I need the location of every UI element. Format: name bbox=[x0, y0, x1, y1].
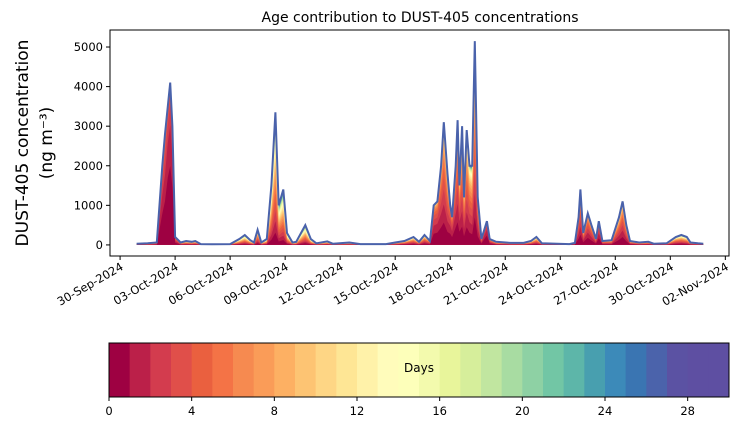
axes-frame bbox=[109, 29, 730, 257]
colorbar-bin-4 bbox=[191, 343, 213, 397]
colorbar-tick-label: 24 bbox=[598, 404, 613, 418]
colorbar-bin-28 bbox=[687, 343, 709, 397]
colorbar-bin-9 bbox=[295, 343, 317, 397]
colorbar-bin-5 bbox=[212, 343, 234, 397]
age-layer-20-21-days bbox=[136, 48, 704, 245]
colorbar-tick-label: 28 bbox=[680, 404, 695, 418]
colorbar-bin-18 bbox=[481, 343, 503, 397]
colorbar-bin-21 bbox=[543, 343, 565, 397]
colorbar-bin-14 bbox=[398, 343, 420, 397]
age-layer-24-25-days bbox=[136, 44, 704, 245]
age-layer-21-22-days bbox=[136, 47, 704, 245]
colorbar-bin-29 bbox=[708, 343, 730, 397]
y-axis-label: DUST-405 concentration (ng m⁻³) bbox=[13, 40, 57, 247]
axes-ticks: 01000200030004000500030-Sep-202403-Oct-2… bbox=[55, 40, 731, 309]
colorbar-bin-3 bbox=[171, 343, 193, 397]
age-layer-26-27-days bbox=[136, 42, 704, 245]
colorbar-tick-label: 20 bbox=[515, 404, 530, 418]
colorbar-bin-11 bbox=[336, 343, 358, 397]
colorbar-bin-2 bbox=[150, 343, 172, 397]
y-axis-label-line2: (ng m⁻³) bbox=[37, 107, 57, 180]
y-tick-label: 1000 bbox=[74, 198, 103, 212]
colorbar-bin-27 bbox=[667, 343, 689, 397]
colorbar-bin-8 bbox=[274, 343, 296, 397]
colorbar: 0 4 8 12 16 20 24 28 bbox=[105, 342, 730, 418]
y-axis-label-line1: DUST-405 concentration bbox=[13, 40, 33, 247]
colorbar-bin-7 bbox=[253, 343, 275, 397]
colorbar-tick-label: 0 bbox=[105, 404, 112, 418]
y-tick-label: 0 bbox=[96, 238, 103, 252]
colorbar-bin-19 bbox=[501, 343, 523, 397]
colorbar-bin-25 bbox=[625, 343, 647, 397]
colorbar-bin-26 bbox=[646, 343, 668, 397]
colorbar-bin-17 bbox=[460, 343, 482, 397]
y-tick-label: 3000 bbox=[74, 119, 103, 133]
colorbar-tick-label: 4 bbox=[188, 404, 195, 418]
colorbar-frame bbox=[108, 342, 730, 398]
age-layer-29-30-days bbox=[136, 41, 704, 245]
colorbar-bin-23 bbox=[584, 343, 606, 397]
chart-title: Age contribution to DUST-405 concentrati… bbox=[262, 10, 579, 26]
y-tick-label: 4000 bbox=[74, 80, 103, 94]
colorbar-bin-20 bbox=[522, 343, 544, 397]
colorbar-label: Days bbox=[404, 361, 434, 375]
colorbar-tick-label: 12 bbox=[350, 404, 365, 418]
colorbar-bin-16 bbox=[439, 343, 461, 397]
colorbar-bin-10 bbox=[315, 343, 337, 397]
colorbar-bin-1 bbox=[129, 343, 151, 397]
colorbar-bin-12 bbox=[357, 343, 379, 397]
plot-area bbox=[136, 41, 704, 246]
age-layer-23-24-days bbox=[136, 44, 704, 245]
colorbar-bin-13 bbox=[377, 343, 399, 397]
total-concentration-line bbox=[136, 41, 704, 246]
colorbar-tick-label: 16 bbox=[432, 404, 447, 418]
y-tick-label: 5000 bbox=[74, 40, 103, 54]
age-layer-25-26-days bbox=[136, 43, 704, 245]
colorbar-tick-label: 8 bbox=[271, 404, 278, 418]
colorbar-bin-15 bbox=[419, 343, 441, 397]
colorbar-bin-22 bbox=[563, 343, 585, 397]
colorbar-bin-0 bbox=[109, 343, 131, 397]
y-tick-label: 2000 bbox=[74, 159, 103, 173]
age-layer-22-23-days bbox=[136, 46, 704, 245]
colorbar-bin-24 bbox=[605, 343, 627, 397]
colorbar-bin-6 bbox=[233, 343, 255, 397]
age-layer-19-20-days bbox=[136, 50, 704, 245]
age-layer-28-29-days bbox=[136, 41, 704, 245]
age-layer-27-28-days bbox=[136, 42, 704, 245]
